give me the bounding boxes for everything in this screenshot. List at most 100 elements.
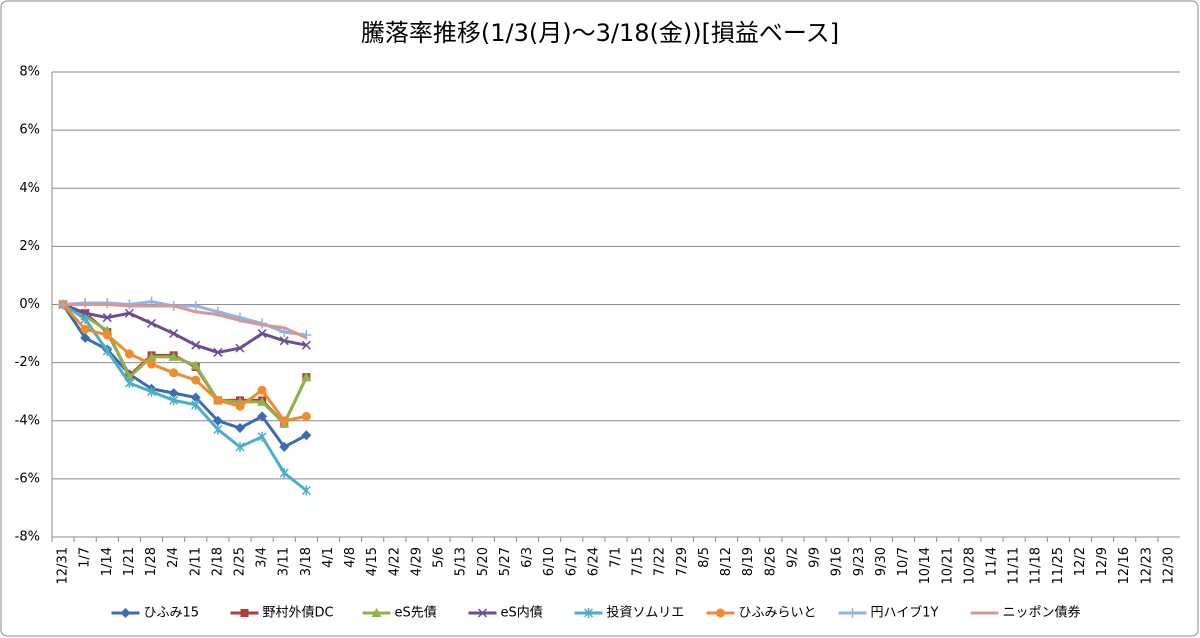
x-tick-label: 1/14: [100, 547, 115, 576]
marker: [146, 351, 157, 361]
x-tick-label: 7/15: [631, 547, 646, 576]
x-tick-label: 1/28: [144, 547, 159, 576]
marker: [191, 399, 201, 410]
marker: [279, 468, 289, 479]
x-tick-label: 3/18: [299, 547, 314, 576]
x-tick-label: 2/11: [188, 547, 203, 576]
legend-item: 野村外債DC: [230, 606, 334, 621]
marker: [169, 329, 179, 339]
x-tick-label: 11/25: [1051, 547, 1066, 584]
y-tick-label: 8%: [19, 65, 40, 80]
legend-item: ニッポン債券: [970, 605, 1081, 621]
x-tick-label: 2/18: [210, 547, 225, 576]
x-tick-label: 9/16: [830, 547, 845, 576]
x-tick-label: 7/22: [653, 547, 668, 576]
marker: [583, 608, 594, 618]
marker: [301, 411, 311, 421]
legend-label: 投資ソムリエ: [607, 605, 685, 621]
series-line: [63, 303, 307, 340]
x-tick-label: 12/30: [1161, 547, 1176, 584]
legend-item: ひふみらいと: [706, 606, 817, 621]
x-tick-label: 5/20: [476, 547, 491, 576]
x-tick-label: 9/23: [852, 547, 867, 576]
marker: [213, 395, 223, 405]
marker: [146, 386, 157, 397]
x-tick-label: 12/23: [1139, 547, 1154, 584]
x-tick-label: 12/31: [56, 547, 71, 584]
y-tick-label: 2%: [19, 239, 40, 254]
marker: [190, 360, 201, 370]
x-tick-label: 4/15: [365, 547, 380, 576]
marker: [124, 377, 134, 388]
marker: [235, 343, 245, 353]
x-tick-label: 9/30: [874, 547, 889, 576]
x-tick-label: 7/29: [675, 547, 690, 576]
series-line: [62, 303, 308, 492]
legend-item: ひふみ15: [111, 606, 199, 621]
x-tick-label: 1/7: [78, 547, 93, 568]
x-tick-label: 6/3: [520, 547, 535, 568]
marker: [102, 313, 112, 323]
marker: [169, 395, 179, 406]
marker: [371, 608, 382, 617]
x-tick-label: 2/25: [233, 547, 248, 576]
y-tick-label: -4%: [15, 413, 40, 428]
x-tick-label: 5/13: [454, 547, 469, 576]
series-line: [62, 303, 307, 354]
y-tick-label: 4%: [19, 181, 40, 196]
x-tick-label: 6/10: [542, 547, 557, 576]
marker: [190, 300, 201, 311]
marker: [213, 347, 223, 357]
legend-label: 野村外債DC: [263, 606, 334, 621]
marker: [279, 336, 289, 346]
marker: [168, 351, 179, 361]
marker: [80, 332, 91, 343]
x-tick-label: 11/4: [985, 547, 1000, 576]
x-tick-label: 12/16: [1117, 547, 1132, 584]
x-tick-label: 7/1: [609, 547, 624, 568]
x-tick-label: 11/18: [1029, 547, 1044, 584]
legend-label: eS先債: [395, 606, 437, 621]
x-tick-label: 4/1: [321, 547, 336, 568]
y-tick-label: 6%: [19, 123, 40, 138]
x-tick-label: 6/17: [564, 547, 579, 576]
marker: [191, 375, 201, 385]
marker: [235, 441, 245, 452]
marker: [279, 416, 289, 426]
marker: [102, 330, 112, 340]
marker: [847, 608, 858, 618]
marker: [257, 411, 268, 422]
x-tick-label: 4/29: [409, 547, 424, 576]
legend-label: ひふみらいと: [739, 606, 817, 621]
marker: [120, 608, 131, 618]
x-tick-label: 12/9: [1095, 547, 1110, 576]
x-tick-label: 8/12: [719, 547, 734, 576]
marker: [190, 392, 201, 403]
y-tick-label: 0%: [19, 297, 40, 312]
marker: [124, 308, 134, 318]
marker: [301, 372, 312, 382]
x-tick-label: 11/11: [1007, 547, 1022, 584]
legend-item: 円ハイブ1Y: [838, 605, 939, 621]
x-tick-label: 3/11: [277, 547, 292, 576]
marker: [279, 441, 290, 452]
x-tick-label: 6/24: [586, 547, 601, 576]
x-tick-label: 9/2: [785, 547, 800, 568]
legend-item: eS内債: [468, 605, 543, 621]
marker: [301, 485, 311, 496]
marker: [235, 423, 245, 434]
legend-label: eS内債: [501, 605, 543, 621]
y-tick-label: -2%: [15, 355, 40, 370]
marker: [169, 368, 179, 378]
x-tick-label: 8/5: [697, 547, 712, 568]
marker: [124, 349, 134, 359]
marker: [257, 431, 267, 442]
x-tick-label: 10/28: [962, 547, 977, 584]
marker: [477, 608, 488, 618]
x-tick-label: 1/21: [122, 547, 137, 576]
marker: [147, 359, 157, 369]
marker: [212, 415, 223, 426]
x-tick-label: 8/19: [741, 547, 756, 576]
